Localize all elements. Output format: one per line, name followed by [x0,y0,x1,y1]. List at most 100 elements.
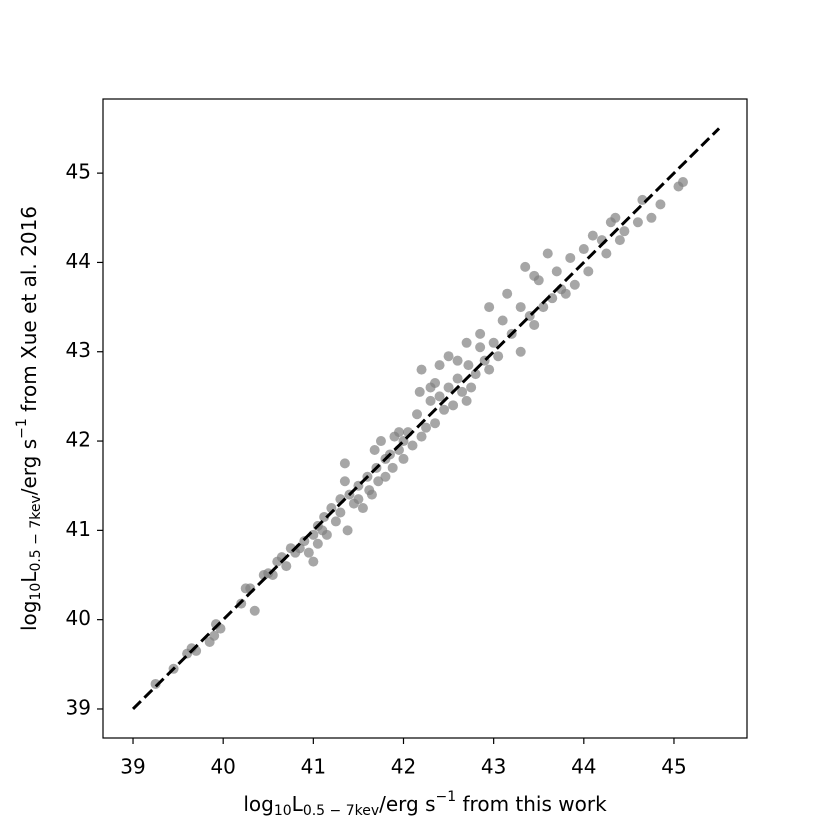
ylabel-label-part: /erg s [17,439,41,495]
x-tick-label: 42 [391,755,416,779]
xlabel-label-part: −1 [436,789,457,805]
y-tick-label: 42 [66,428,91,452]
point [655,199,666,210]
point [443,382,454,393]
point [434,391,445,402]
point [416,431,427,442]
point [502,288,513,299]
point [430,378,441,388]
point [209,630,220,641]
point [551,266,562,277]
point [677,177,688,188]
point [308,556,319,567]
point [463,360,474,371]
point [484,302,495,313]
point [249,605,260,616]
point [529,319,540,330]
point [632,217,643,228]
point [414,386,425,397]
point [452,373,463,384]
point [339,458,350,469]
point [452,355,463,366]
reference-line [131,127,721,711]
point [610,212,621,223]
y-tick-label: 44 [66,249,91,273]
point [439,404,450,415]
point [448,400,459,411]
y-tick-label: 43 [66,338,91,362]
point [466,382,477,393]
point [583,266,594,277]
point [366,489,377,500]
x-tick-label: 43 [481,755,506,779]
x-tick-label: 40 [210,755,235,779]
point [560,288,571,299]
ylabel-label-part: from Xue et al. 2016 [17,206,41,418]
xlabel-label-part: from this work [456,792,607,816]
point [470,369,481,380]
point [373,476,384,487]
point [321,529,332,540]
point [578,244,589,255]
point [407,440,418,451]
xlabel-label-part: L [292,792,304,816]
point [461,395,472,406]
ylabel-label: log10L0.5 − 7kev/erg s−1 from Xue et al.… [14,206,44,631]
point [538,302,549,313]
point [303,547,314,558]
x-tick-label: 44 [571,755,596,779]
point [569,279,580,290]
point [375,436,386,447]
point [393,427,404,438]
point [425,395,436,406]
point [330,516,341,527]
ylabel-label-part: L [17,571,41,583]
x-tick-label: 45 [661,755,686,779]
point [646,212,657,223]
point [601,248,612,259]
point [412,409,423,420]
point [357,503,368,514]
x-tick-label: 39 [120,755,145,779]
ylabel-label-part: −1 [14,418,30,439]
ylabel-label-part: 0.5 − 7kev [28,495,44,571]
point [497,315,508,326]
point [387,462,398,473]
x-tick-label: 41 [301,755,326,779]
ylabel-label-part: log [17,601,41,632]
point [281,561,292,572]
xlabel-label-part: 10 [274,803,292,819]
ylabel-label-part: 10 [28,583,44,601]
point [380,471,391,482]
point [529,270,540,281]
xlabel-label-part: log [243,792,274,816]
y-tick-label: 41 [66,517,91,541]
point [484,364,495,375]
point [493,351,504,362]
xlabel-label: log10L0.5 − 7kev/erg s−1 from this work [243,789,607,819]
point [335,507,346,518]
point [398,453,409,464]
point [150,678,161,689]
point [614,235,625,246]
xlabel-label-part: /erg s [379,792,435,816]
point [353,494,364,505]
y-tick-label: 39 [66,695,91,719]
point [587,230,598,241]
y-tick-label: 45 [66,160,91,184]
point [434,360,445,371]
point [515,346,526,357]
point [475,328,486,339]
point [430,418,441,429]
xlabel-label-part: 0.5 − 7kev [303,803,379,819]
point [619,226,630,237]
point [461,337,472,348]
point [565,252,576,263]
point [542,248,553,259]
point [488,337,499,348]
point [520,261,531,272]
plot-frame [102,98,748,739]
point [339,476,350,487]
point [443,351,454,362]
